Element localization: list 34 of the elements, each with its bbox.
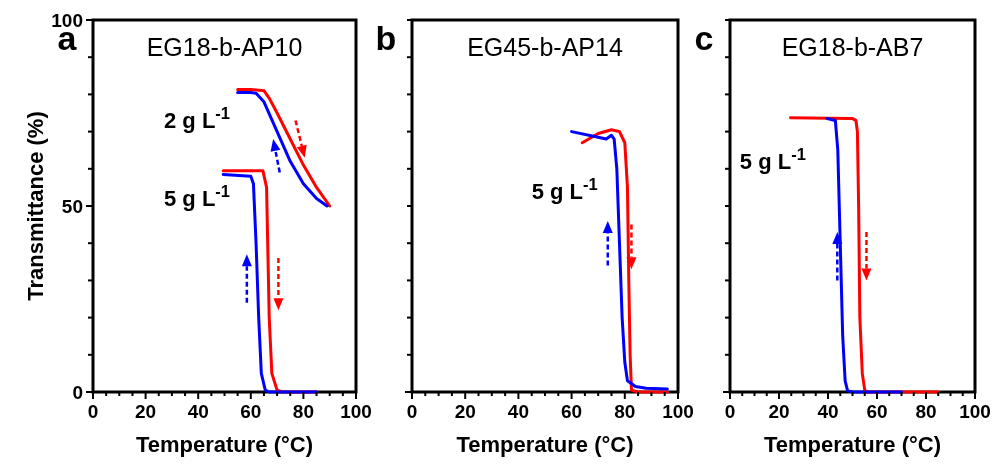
text: EG18-b-AP10 (146, 33, 303, 61)
y-axis-title: Transmittance (%) (23, 111, 48, 301)
x-tick-label: 100 (662, 401, 694, 422)
x-tick-label: 80 (614, 401, 636, 422)
text: EG18-b-AB7 (781, 33, 924, 61)
x-tick-label: 80 (915, 401, 937, 422)
y-tick-label: 100 (51, 10, 83, 31)
x-tick-label: 40 (817, 401, 839, 422)
x-axis-title: Temperature (°C) (135, 432, 314, 457)
annotation: 5 g L$^{-1}$ (739, 144, 806, 174)
x-tick-label: 60 (561, 401, 583, 422)
x-tick-label: 40 (187, 401, 209, 422)
x-tick-label: 60 (240, 401, 262, 422)
x-tick-label: 80 (292, 401, 314, 422)
x-tick-label: 20 (454, 401, 476, 422)
x-axis-title: Temperature (°C) (456, 432, 634, 457)
x-tick-label: 0 (87, 401, 99, 422)
y-tick-label: 0 (72, 382, 83, 403)
x-tick-label: 20 (135, 401, 157, 422)
x-axis-title: Temperature (°C) (763, 432, 942, 457)
x-tick-label: 0 (724, 401, 736, 422)
text: b (375, 19, 397, 57)
text: c (694, 19, 714, 57)
annotation: 5 g L$^{-1}$ (531, 174, 598, 204)
annotation: 5 g L$^{-1}$ (164, 182, 231, 211)
x-tick-label: 20 (768, 401, 790, 422)
x-tick-label: 100 (959, 401, 991, 422)
x-tick-label: 0 (406, 401, 418, 422)
annotation: 2 g L$^{-1}$ (164, 103, 231, 133)
x-tick-label: 60 (866, 401, 888, 422)
y-tick-label: 50 (61, 196, 83, 217)
x-tick-label: 100 (340, 401, 372, 422)
x-tick-label: 40 (507, 401, 529, 422)
text: EG45-b-AP14 (467, 33, 623, 61)
